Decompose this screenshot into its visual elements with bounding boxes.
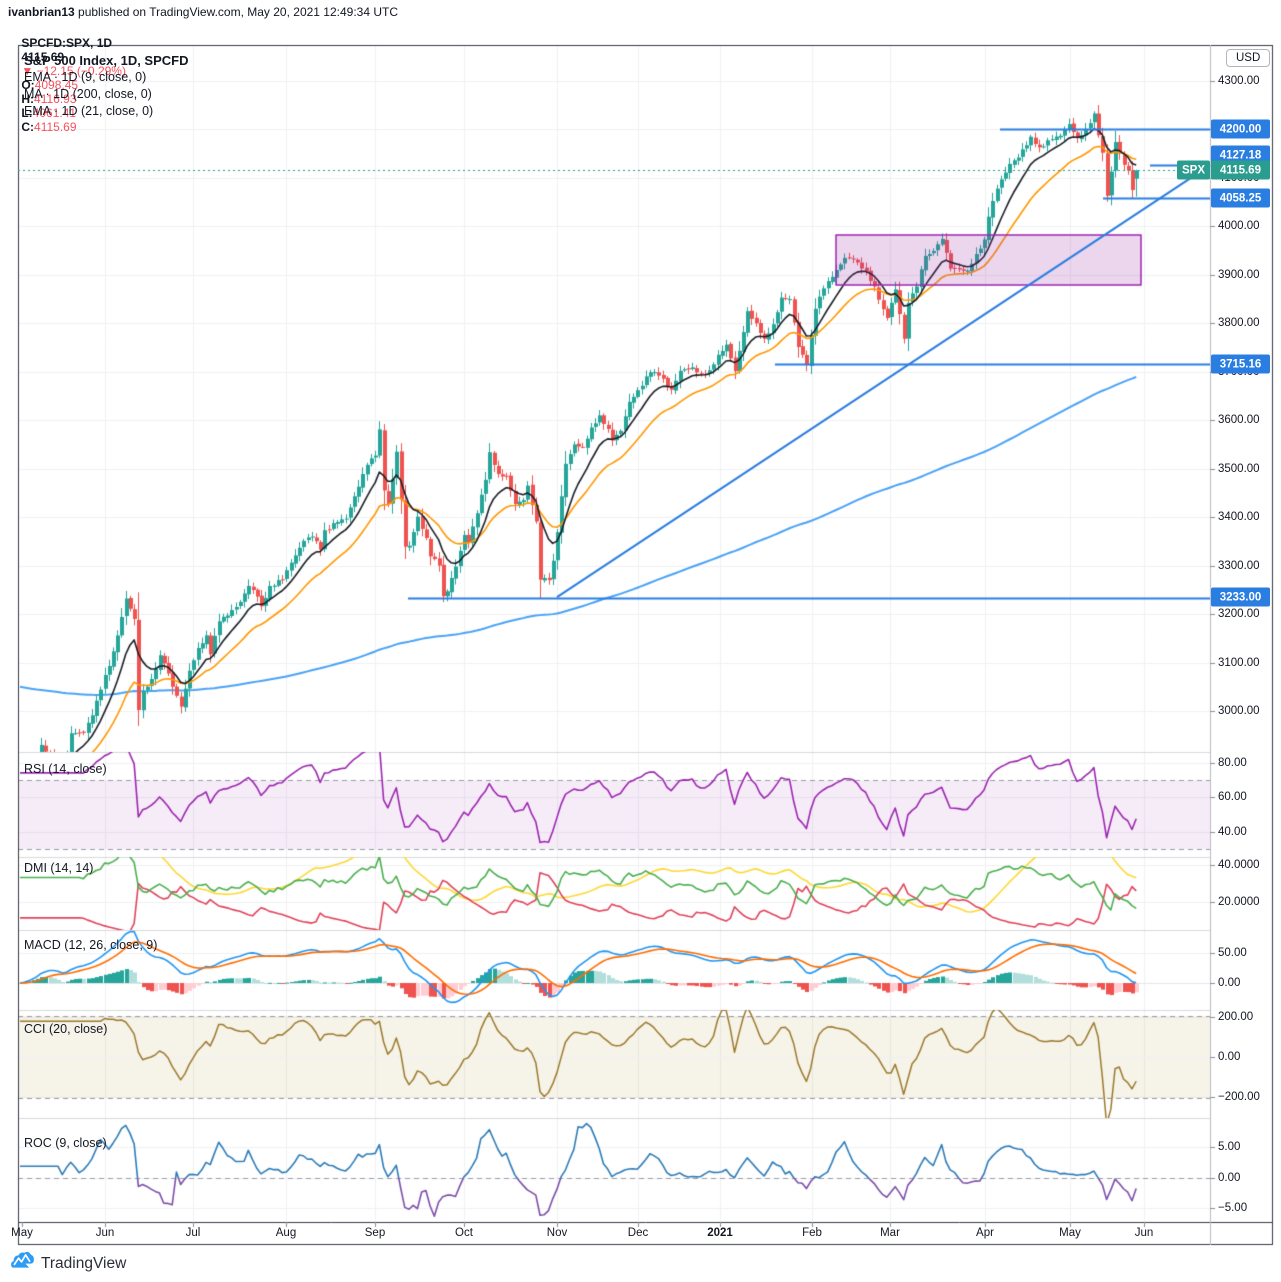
price-tick: 3000.00 (1218, 705, 1260, 717)
macd-pane-title[interactable]: MACD (12, 26, close, 9) (24, 938, 158, 952)
symbol-ohlc-row: SPCFD:SPX, 1D 4115.69 ▼ −12.15 (−0.29%) … (8, 22, 133, 148)
price-badge: 4127.18 (1211, 145, 1270, 165)
price-tick: 40.00 (1218, 826, 1247, 838)
last-price: 4115.69 (21, 50, 65, 64)
legend-ema9[interactable]: EMA · 1D (9, close, 0) (24, 70, 147, 84)
legend-ma200[interactable]: MA · 1D (200, close, 0) (24, 87, 152, 101)
footer-brand-label: TradingView (41, 1254, 127, 1272)
price-tick: 20.0000 (1218, 896, 1260, 908)
low-value: 4061.41 (32, 106, 77, 120)
price-tick: 3100.00 (1218, 657, 1260, 669)
cci-pane-title[interactable]: CCI (20, close) (24, 1022, 108, 1036)
byline: ivanbrian13 published on TradingView.com… (8, 5, 398, 19)
price-tick: 3200.00 (1218, 608, 1260, 620)
price-tick: 3900.00 (1218, 269, 1260, 281)
time-tick: Sep (364, 1227, 386, 1239)
high-label: H: (21, 92, 35, 106)
price-tick: 3600.00 (1218, 414, 1260, 426)
byline-rest: published on TradingView.com, May 20, 20… (74, 5, 399, 19)
time-tick: May (1059, 1227, 1081, 1239)
price-tick: 4300.00 (1218, 75, 1260, 87)
currency-button[interactable]: USD (1226, 49, 1271, 67)
price-tick: 3800.00 (1218, 317, 1260, 329)
price-tick: 50.00 (1218, 947, 1247, 959)
roc-pane-title[interactable]: ROC (9, close) (24, 1136, 107, 1150)
price-tick: 5.00 (1218, 1141, 1241, 1153)
time-tick: Jun (1134, 1227, 1154, 1239)
open-label: O: (21, 78, 35, 92)
high-value: 4116.93 (34, 92, 77, 106)
tradingview-logo-icon (10, 1250, 35, 1277)
price-tick: 0.00 (1218, 977, 1241, 989)
price-tick: 80.00 (1218, 757, 1247, 769)
price-tick: 60.00 (1218, 791, 1247, 803)
open-value: 4098.45 (34, 78, 79, 92)
price-tick: −200.00 (1218, 1091, 1260, 1103)
price-tick: 200.00 (1218, 1011, 1254, 1023)
legend-title[interactable]: S&P 500 Index, 1D, SPCFD (24, 53, 189, 68)
symbol-label: SPCFD:SPX, 1D (21, 36, 113, 50)
price-tick: 3400.00 (1218, 511, 1260, 523)
symbol-price-tag: SPX (1177, 160, 1210, 180)
time-tick: Jun (95, 1227, 115, 1239)
price-badge: 3233.00 (1211, 587, 1270, 607)
time-tick: Apr (976, 1227, 994, 1239)
price-change: ▼ −12.15 (−0.29%) (21, 64, 126, 78)
time-tick: 2021 (707, 1227, 733, 1239)
price-tick: 3300.00 (1218, 560, 1260, 572)
legend-ema21[interactable]: EMA · 1D (21, close, 0) (24, 104, 154, 118)
time-tick: May (11, 1227, 33, 1239)
low-label: L: (21, 106, 33, 120)
rsi-pane-title[interactable]: RSI (14, close) (24, 762, 107, 776)
time-tick: Feb (802, 1227, 822, 1239)
main-chart-legend: S&P 500 Index, 1D, SPCFD EMA · 1D (9, cl… (24, 52, 189, 120)
price-tick: 0.00 (1218, 1172, 1241, 1184)
price-badge: 4058.25 (1211, 188, 1270, 208)
dmi-pane-title[interactable]: DMI (14, 14) (24, 861, 94, 875)
byline-user: ivanbrian13 (8, 5, 75, 19)
time-tick: Dec (627, 1227, 649, 1239)
price-badge: 3715.16 (1211, 354, 1270, 374)
close-label: C: (21, 120, 35, 134)
time-tick: Aug (275, 1227, 297, 1239)
price-badge: 4115.69 (1211, 160, 1270, 180)
price-tick: 4000.00 (1218, 220, 1260, 232)
time-tick: Mar (880, 1227, 900, 1239)
price-badge: 4200.00 (1211, 119, 1270, 139)
footer-brand[interactable]: TradingView (10, 1250, 126, 1277)
price-tick: 40.0000 (1218, 859, 1260, 871)
time-tick: Nov (546, 1227, 568, 1239)
price-tick: −5.00 (1218, 1202, 1248, 1214)
time-tick: Oct (455, 1227, 473, 1239)
price-tick: 0.00 (1218, 1051, 1241, 1063)
price-tick: 3500.00 (1218, 463, 1260, 475)
close-value: 4115.69 (34, 120, 77, 134)
time-tick: Jul (185, 1227, 201, 1239)
